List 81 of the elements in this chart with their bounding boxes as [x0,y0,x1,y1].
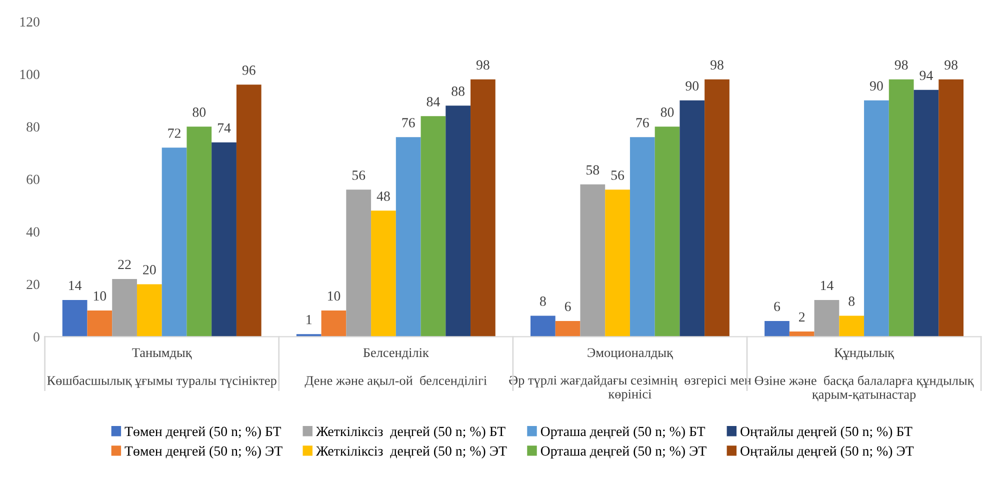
data-label: 76 [636,118,649,128]
data-label: 8 [848,296,855,306]
bar [630,137,655,337]
data-label: 80 [192,108,206,117]
data-label: 10 [328,291,340,301]
bar [814,300,840,337]
y-tick-label: 100 [20,70,40,80]
y-tick-label: 20 [26,280,40,290]
bar [136,284,162,337]
data-label: 84 [426,97,440,106]
bar [236,84,262,337]
bar [446,106,471,337]
data-label: 8 [540,296,546,306]
data-label: 14 [69,280,82,290]
y-tick-label: 60 [26,174,40,184]
data-label: 22 [118,260,131,270]
bar [888,79,914,337]
bar [470,79,496,337]
bar [864,100,889,337]
data-label: 90 [870,81,883,91]
legend-label: Төмен деңгей (50 n; %) БТ [124,426,282,439]
bar [938,79,964,337]
bar [87,310,112,337]
data-label: 14 [821,280,834,290]
bar [371,210,396,337]
data-label: 6 [564,302,571,312]
data-label: 98 [476,60,490,70]
legend-label: Оңтайлы деңгей (50 n; %) БТ [740,426,912,439]
data-label: 20 [143,265,156,274]
bar [186,126,212,337]
bar [580,184,606,337]
data-label: 98 [944,60,958,70]
category-label: Эмоционалдық Әр түрлі жағдайдағы сезімнің өзгерісі мен көрінісі [509,348,752,402]
bar [212,142,236,337]
bar [764,320,790,337]
legend-label: Орташа деңгей (50 n; %) ЭТ [540,446,706,459]
bar [112,278,137,337]
data-label: 10 [94,291,106,301]
y-tick-label: 120 [20,17,40,27]
legend-label: Орташа деңгей (50 n; %) БТ [540,426,706,439]
bar [346,190,372,337]
legend-label: Төмен деңгей (50 n; %) ЭТ [124,446,282,459]
bar [162,148,187,337]
data-label: 94 [920,70,933,80]
data-label: 98 [894,60,908,70]
data-label: 96 [242,66,256,75]
bar [680,100,705,337]
data-label: 6 [774,302,780,312]
bar [62,300,88,337]
bar [530,316,556,337]
data-label: 56 [352,170,366,180]
data-label: 72 [168,128,180,138]
data-label: 90 [686,81,699,91]
bar [420,116,446,337]
category-label: Белсенділік Дене және ақыл-ой белсенділігі [304,348,487,388]
y-tick-label: 0 [34,332,40,342]
bar [914,90,939,337]
data-label: 56 [611,170,624,180]
legend-label: Жеткіліксіз деңгей (50 n; %) БТ [316,426,506,439]
bar [555,320,580,337]
legend-label: Оңтайлы деңгей (50 n; %) ЭТ [740,446,914,459]
bar [605,190,630,337]
y-tick-label: 80 [26,122,40,132]
data-label: 80 [660,108,674,117]
bar [654,126,680,337]
data-label: 48 [376,192,390,201]
data-label: 58 [586,165,600,175]
bar [839,316,864,337]
y-tick-label: 40 [26,227,40,237]
category-label: Танымдық Көшбасшылық ұғымы туралы түсініктер [47,348,276,388]
data-label: 1 [306,315,312,324]
data-label: 76 [402,118,415,128]
x-tick-label: Құндылық Өзіне және басқа балаларға құндылық қарым-қатынастар [754,348,974,402]
data-label: 88 [452,86,464,96]
data-label: 2 [798,312,805,322]
data-label: 74 [218,123,231,133]
legend-label: Жеткіліксіз деңгей (50 n; %) ЭТ [316,446,507,459]
data-label: 98 [710,60,724,70]
bar [321,310,346,337]
bar [704,79,730,337]
bar [396,137,421,337]
